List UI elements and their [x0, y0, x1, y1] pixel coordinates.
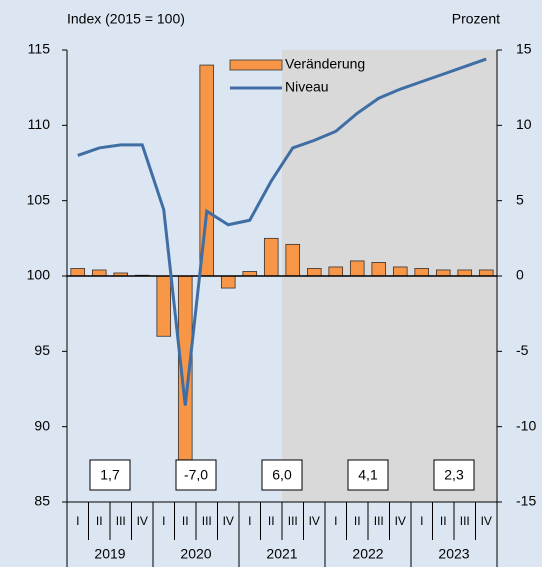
y-tick-label: 105 — [27, 191, 51, 207]
x-tick-label: III — [288, 514, 298, 528]
y2-axis-title: Prozent — [452, 11, 500, 27]
year-label: 2020 — [180, 546, 211, 562]
annual-box — [89, 459, 131, 491]
y-tick-label: 100 — [27, 267, 51, 283]
bar — [306, 268, 322, 277]
x-tick-label: II — [182, 514, 189, 528]
y2-tick-label: -15 — [516, 493, 536, 509]
annual-label: 6,0 — [272, 467, 292, 483]
bar — [371, 262, 387, 277]
year-label: 2019 — [94, 546, 125, 562]
annual-label: -7,0 — [184, 467, 208, 483]
annual-box — [261, 459, 303, 491]
x-tick-label: IV — [137, 514, 148, 528]
x-tick-label: I — [162, 514, 165, 528]
bar — [414, 268, 430, 277]
annual-box — [175, 459, 217, 491]
bar — [457, 269, 473, 277]
annual-label: 1,7 — [100, 467, 120, 483]
x-tick-label: III — [374, 514, 384, 528]
bar — [392, 266, 408, 277]
legend-label: Niveau — [285, 79, 329, 95]
annual-label: 4,1 — [358, 467, 378, 483]
x-tick-label: II — [268, 514, 275, 528]
bar — [328, 266, 344, 277]
y-axis-title: Index (2015 = 100) — [67, 11, 185, 27]
y2-tick-label: 15 — [516, 41, 532, 57]
y-tick-label: 85 — [34, 493, 50, 509]
y-tick-label: 110 — [28, 116, 51, 132]
y2-tick-label: 0 — [516, 267, 524, 283]
bar — [435, 269, 451, 277]
annual-box — [347, 459, 389, 491]
x-tick-label: IV — [395, 514, 406, 528]
bar — [263, 237, 279, 277]
line — [77, 57, 487, 406]
x-tick-label: IV — [309, 514, 320, 528]
y-tick-label: 95 — [34, 342, 50, 358]
x-tick-label: II — [96, 514, 103, 528]
x-tick-label: I — [334, 514, 337, 528]
bar — [156, 275, 172, 337]
y2-tick-label: 5 — [516, 191, 524, 207]
year-label: 2023 — [438, 546, 469, 562]
year-label: 2022 — [352, 546, 383, 562]
x-tick-label: I — [420, 514, 423, 528]
x-tick-label: I — [76, 514, 79, 528]
x-tick-label: III — [202, 514, 212, 528]
bar — [70, 268, 86, 277]
x-tick-label: IV — [223, 514, 234, 528]
bar — [91, 269, 107, 277]
bar — [349, 260, 365, 277]
bar — [220, 275, 236, 289]
legend-swatch — [229, 59, 283, 71]
x-tick-label: III — [460, 514, 470, 528]
y2-tick-label: 10 — [516, 116, 532, 132]
bar — [285, 243, 301, 277]
bar — [478, 269, 494, 277]
y-tick-label: 90 — [34, 417, 50, 433]
x-tick-label: III — [116, 514, 126, 528]
x-tick-label: II — [354, 514, 361, 528]
annual-label: 2,3 — [444, 467, 464, 483]
y2-tick-label: -10 — [516, 417, 536, 433]
annual-box — [433, 459, 475, 491]
y2-tick-label: -5 — [516, 342, 529, 358]
year-label: 2021 — [266, 546, 297, 562]
x-tick-label: IV — [481, 514, 492, 528]
x-tick-label: II — [440, 514, 447, 528]
legend-label: Veränderung — [285, 56, 365, 72]
y-tick-label: 115 — [28, 41, 51, 57]
x-tick-label: I — [248, 514, 251, 528]
